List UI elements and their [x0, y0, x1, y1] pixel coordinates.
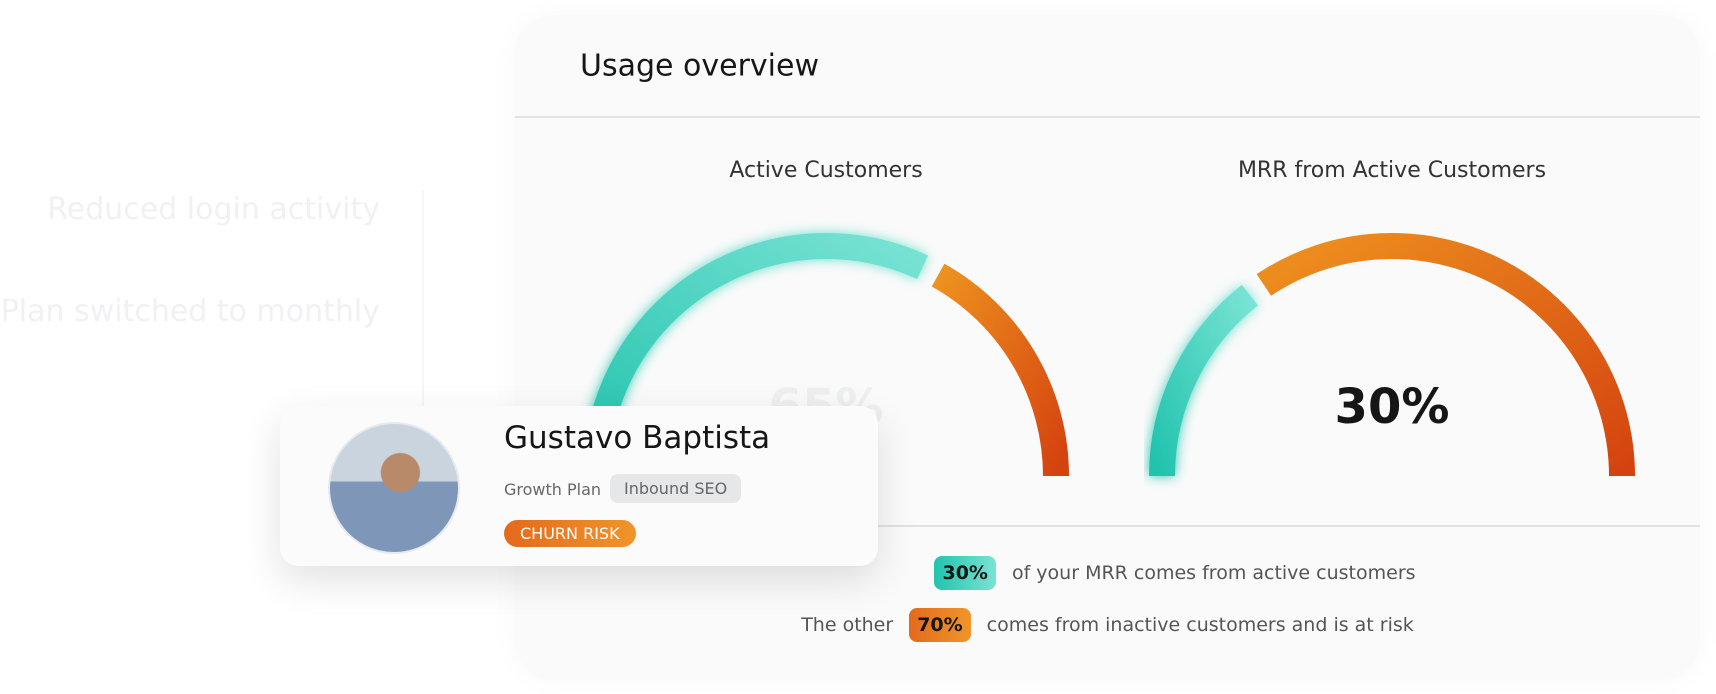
profile-plan: Growth Plan: [504, 480, 602, 499]
profile-card: Gustavo Baptista Growth Plan Inbound SEO…: [280, 406, 878, 566]
usage-panel: Usage overview Active Customers65%MRR fr…: [515, 15, 1700, 680]
gauge-active: [1149, 284, 1259, 477]
summary-row: 30% of your MRR comes from active custome…: [515, 556, 1700, 590]
timeline-item: Reduced login activity: [47, 192, 380, 227]
timeline-item: Plan switched to monthly: [0, 294, 380, 329]
gauge-label: MRR from Active Customers: [1238, 158, 1546, 183]
summary-badge: 30%: [934, 556, 996, 590]
gauge-label: Active Customers: [729, 158, 922, 183]
panel-title: Usage overview: [580, 49, 819, 84]
avatar: [328, 422, 460, 554]
timeline-line: [422, 190, 424, 430]
summary-badge: 70%: [909, 608, 971, 642]
summary-row: The other 70% comes from inactive customer…: [515, 608, 1700, 642]
gauge-remainder: [1256, 233, 1635, 477]
status-badge: CHURN RISK: [504, 520, 636, 547]
summary-prefix: The other: [801, 614, 894, 636]
gauge-remainder: [931, 263, 1069, 477]
summary-text: comes from inactive customers and is at …: [986, 614, 1414, 636]
profile-tag: Inbound SEO: [610, 474, 742, 503]
gauge-value: 30%: [1335, 379, 1450, 435]
profile-name: Gustavo Baptista: [504, 420, 771, 456]
summary-text: of your MRR comes from active customers: [1011, 562, 1416, 584]
